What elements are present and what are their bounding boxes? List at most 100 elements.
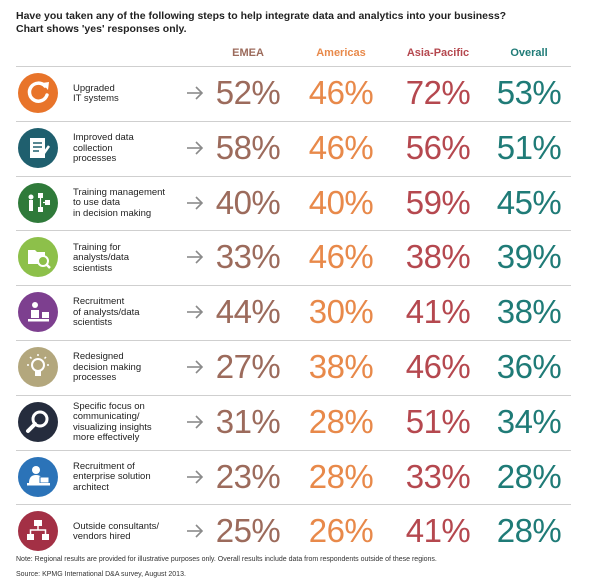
- value-americas: 40%: [308, 183, 374, 221]
- value-americas: 46%: [308, 238, 374, 276]
- row-label-line: decision making: [73, 361, 142, 373]
- row-label-line: analysts/data: [73, 252, 129, 264]
- value-americas: 30%: [308, 293, 374, 331]
- value-americas: 26%: [308, 512, 374, 550]
- value-americas: 46%: [308, 128, 374, 166]
- row-label-line: scientists: [73, 262, 113, 274]
- table-row: Training management to use data in decisio…: [16, 175, 571, 233]
- row-label-line: more effectively: [73, 432, 140, 444]
- value-emea: 27%: [215, 348, 281, 385]
- chart-title: Have you taken any of the following step…: [16, 10, 576, 36]
- row-label-line: Upgraded: [73, 82, 115, 94]
- row-label-line: Training for: [73, 241, 121, 253]
- value-asia-pacific: 41%: [405, 293, 471, 331]
- title-question: Have you taken any of the following step…: [16, 10, 507, 22]
- table-row: Specific focus on communicating/visualizi…: [16, 394, 571, 452]
- row-label: Improved data collection processes: [73, 133, 188, 165]
- table-row: Training for analysts/data scientists 33% 46…: [16, 230, 571, 287]
- value-emea: 23%: [215, 457, 281, 495]
- lightbulb-icon: [18, 347, 58, 387]
- value-asia-pacific: 46%: [405, 348, 471, 385]
- arrow-right-icon: [185, 412, 205, 432]
- value-overall: 39%: [496, 238, 562, 276]
- row-label: Specific focus on communicating/visualizi…: [73, 401, 188, 444]
- arrow-right-icon: [185, 467, 205, 487]
- value-overall: 53%: [496, 74, 562, 111]
- row-label: Upgraded IT systems: [73, 82, 188, 105]
- source-note: Source: KPMG International D&A survey, A…: [16, 571, 186, 578]
- value-americas: 46%: [308, 74, 374, 111]
- value-americas: 38%: [308, 348, 374, 385]
- row-label-line: processes: [73, 153, 117, 165]
- column-header-americas: Americas: [316, 47, 366, 59]
- value-asia-pacific: 72%: [405, 74, 471, 111]
- value-americas: 28%: [308, 457, 374, 495]
- row-label: Recruitment of enterprise solution archite…: [73, 460, 188, 494]
- value-asia-pacific: 59%: [405, 183, 471, 221]
- value-overall: 28%: [496, 512, 562, 550]
- table-row: Recruitment of enterprise solution archite…: [16, 449, 571, 507]
- row-label-line: in decision making: [73, 207, 152, 219]
- value-asia-pacific: 56%: [405, 128, 471, 166]
- value-asia-pacific: 41%: [405, 512, 471, 550]
- value-emea: 31%: [215, 402, 281, 440]
- value-overall: 45%: [496, 183, 562, 221]
- row-label-line: Recruitment: [73, 296, 125, 308]
- table-row: Upgraded IT systems 52% 46% 72% 53%: [16, 66, 571, 123]
- title-subtitle: Chart shows 'yes' responses only.: [16, 23, 187, 35]
- value-asia-pacific: 51%: [405, 402, 471, 440]
- arrow-right-icon: [185, 138, 205, 158]
- column-header-emea: EMEA: [232, 47, 264, 59]
- arrow-right-icon: [185, 193, 205, 213]
- column-header-overall: Overall: [510, 47, 548, 59]
- table-row: Improved data collection processes 58% 46% 56…: [16, 120, 571, 178]
- value-emea: 52%: [215, 74, 281, 111]
- org-chart-icon: [18, 511, 58, 552]
- value-emea: 25%: [215, 512, 281, 550]
- value-overall: 38%: [496, 293, 562, 331]
- person-desk-icon: [18, 292, 58, 333]
- arrow-right-icon: [185, 83, 205, 103]
- row-label: Recruitment of analysts/data scientists: [73, 297, 188, 329]
- arrow-right-icon: [185, 302, 205, 322]
- magnifier-icon: [18, 401, 58, 442]
- value-overall: 36%: [496, 348, 562, 385]
- value-asia-pacific: 33%: [405, 457, 471, 495]
- row-label-line: enterprise solution: [73, 471, 151, 483]
- row-label: Outside consultants/vendors hired: [73, 520, 188, 543]
- value-emea: 40%: [215, 183, 281, 221]
- value-overall: 51%: [496, 128, 562, 166]
- table-row: Redesigned decision making processes 27% 38%…: [16, 340, 571, 397]
- row-label-line: collection: [73, 142, 113, 154]
- row-label-line: Improved data: [73, 132, 134, 144]
- value-emea: 33%: [215, 238, 281, 276]
- arrow-right-icon: [185, 247, 205, 267]
- value-overall: 34%: [496, 402, 562, 440]
- row-label-line: processes: [73, 372, 117, 384]
- row-label-line: visualizing insights: [73, 421, 152, 433]
- row-label: Training management to use data in decisio…: [73, 187, 188, 220]
- row-label-line: scientists: [73, 317, 113, 329]
- column-header-asia-pacific: Asia-Pacific: [406, 47, 470, 59]
- table-row: Recruitment of analysts/data scientists 44%…: [16, 285, 571, 342]
- row-label-line: communicating/: [73, 411, 140, 423]
- row-label: Redesigned decision making processes: [73, 352, 188, 384]
- value-americas: 28%: [308, 402, 374, 440]
- arrow-right-icon: [185, 521, 205, 541]
- row-label: Training for analysts/data scientists: [73, 241, 188, 275]
- table-row: Outside consultants/vendors hired 25% 26% 4…: [16, 504, 571, 561]
- value-emea: 44%: [215, 293, 281, 331]
- refresh-icon: [18, 73, 58, 113]
- row-label-line: Redesigned: [73, 351, 124, 363]
- footnote: Note: Regional results are provided for …: [16, 556, 437, 563]
- row-label-line: Recruitment of: [73, 460, 135, 472]
- person-laptop-icon: [18, 456, 58, 497]
- row-label-line: of analysts/data: [73, 306, 140, 318]
- arrow-right-icon: [185, 357, 205, 377]
- flowchart-presenter-icon: [18, 182, 58, 223]
- row-label-line: Outside consultants/: [73, 520, 160, 532]
- value-overall: 28%: [496, 457, 562, 495]
- folder-search-icon: [18, 237, 58, 278]
- row-label-line: to use data: [73, 197, 121, 209]
- value-asia-pacific: 38%: [405, 238, 471, 276]
